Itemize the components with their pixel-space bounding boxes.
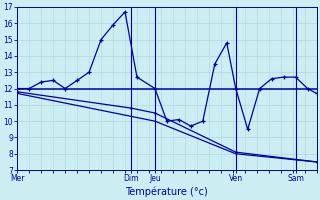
X-axis label: Température (°c): Température (°c) xyxy=(125,186,208,197)
